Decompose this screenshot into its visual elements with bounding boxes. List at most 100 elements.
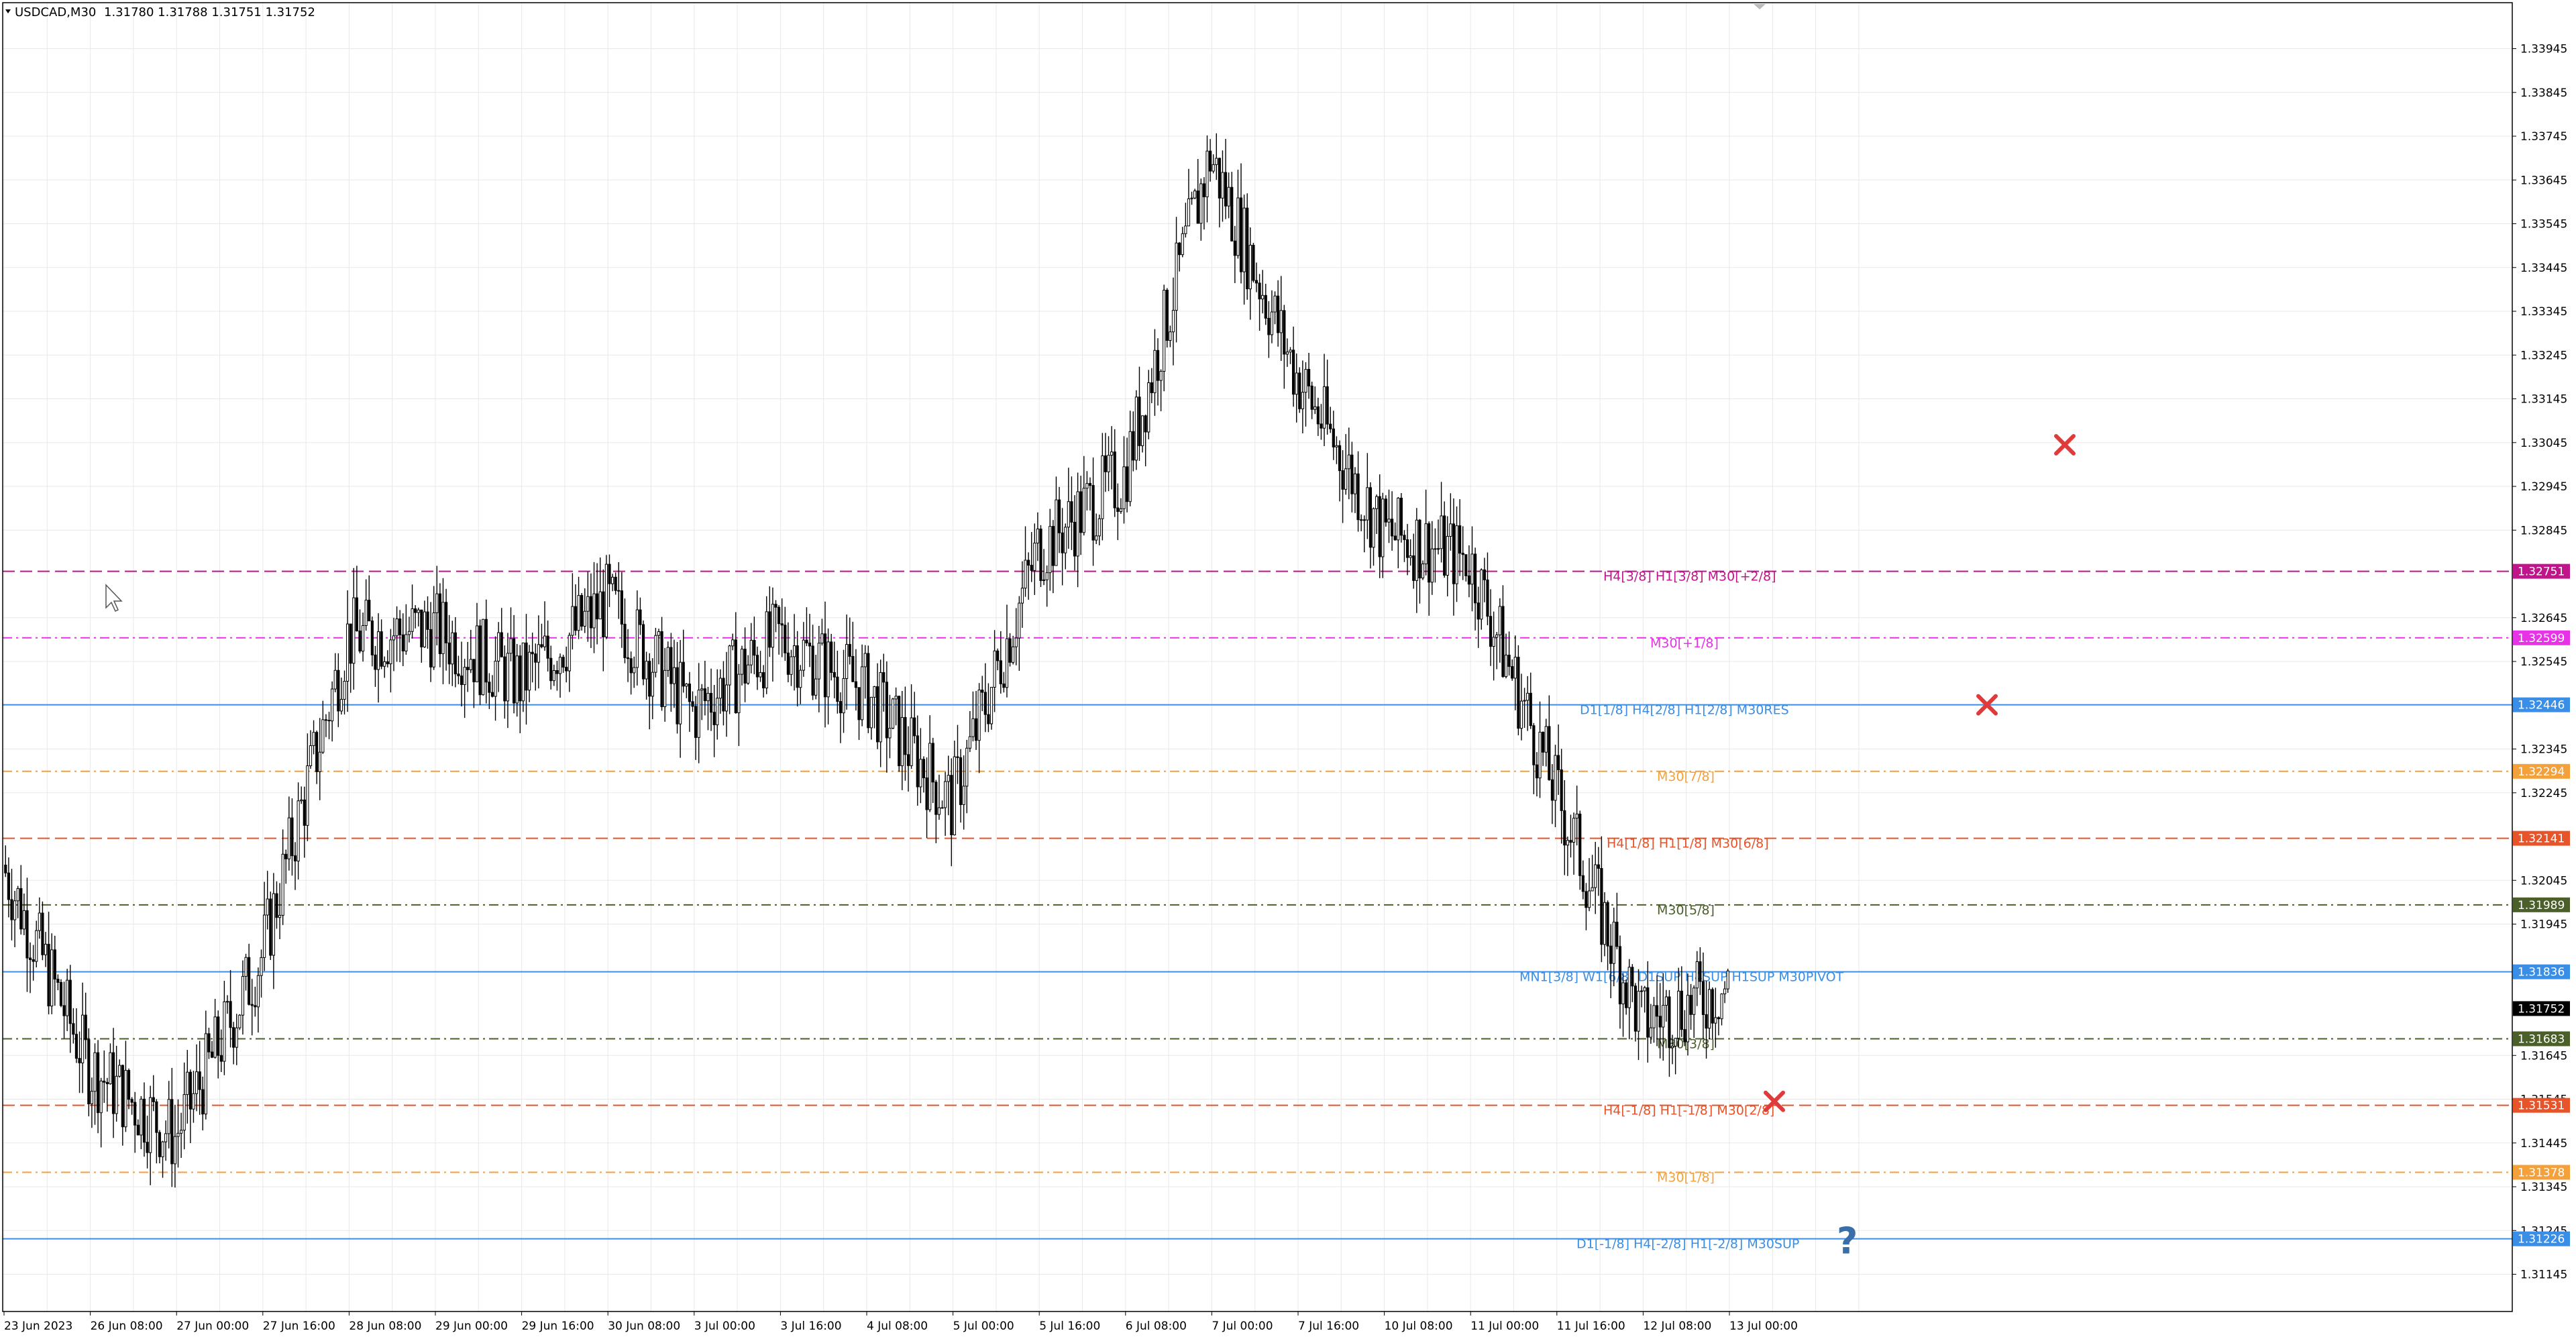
candle-body xyxy=(968,736,971,749)
y-tick-label: 1.32945 xyxy=(2520,480,2567,494)
price-tag xyxy=(2513,1165,2570,1180)
candle-body xyxy=(679,661,682,725)
scroll-indicator-icon[interactable] xyxy=(1754,4,1766,9)
candle-body xyxy=(41,912,44,955)
candle-body xyxy=(734,639,737,714)
candle-body xyxy=(1045,572,1049,580)
candle-body xyxy=(500,632,503,657)
candle-body xyxy=(1005,638,1009,688)
candle-body xyxy=(1097,518,1101,537)
candle-body xyxy=(482,619,485,696)
candle-body xyxy=(1387,519,1391,523)
x-tick-label: 29 Jun 16:00 xyxy=(522,1320,594,1333)
candle-body xyxy=(1283,310,1286,355)
candle-body xyxy=(1600,867,1603,945)
price-series xyxy=(4,133,1729,1188)
candle-body xyxy=(256,975,260,1008)
candle-body xyxy=(875,686,879,743)
candle-body xyxy=(149,1097,152,1153)
candle-body xyxy=(1372,508,1375,548)
candle-body xyxy=(1187,198,1191,227)
candle-body xyxy=(1279,310,1283,333)
candle-body xyxy=(414,608,417,613)
candle-body xyxy=(826,641,830,698)
candle-body xyxy=(66,979,69,1016)
candle-body xyxy=(1332,428,1335,447)
candle-body xyxy=(1473,553,1477,604)
candle-body xyxy=(1159,371,1163,381)
candle-body xyxy=(358,631,362,652)
candle-body xyxy=(1507,654,1511,667)
candle-body xyxy=(204,1033,207,1115)
x-tick-label: 29 Jun 00:00 xyxy=(435,1320,508,1333)
candle-body xyxy=(1239,197,1243,272)
candle-body xyxy=(1156,350,1160,381)
candle-body xyxy=(598,591,602,620)
candle-body xyxy=(1381,498,1385,557)
candle-body xyxy=(115,1075,118,1114)
candle-body xyxy=(796,645,799,688)
candle-body xyxy=(1082,488,1085,533)
candle-body xyxy=(1018,602,1021,639)
candle-body xyxy=(771,604,775,648)
candle-body xyxy=(558,657,562,674)
candle-body xyxy=(1316,406,1320,425)
candle-body xyxy=(731,639,735,647)
candle-body xyxy=(519,655,522,702)
candle-body xyxy=(1165,290,1169,341)
candle-body xyxy=(774,604,777,608)
candle-body xyxy=(1113,451,1116,508)
candle-body xyxy=(755,655,759,678)
candle-body xyxy=(158,1132,162,1157)
y-tick-label: 1.31445 xyxy=(2520,1137,2567,1150)
price-tag-label: 1.31378 xyxy=(2518,1167,2565,1180)
candle-body xyxy=(4,864,7,873)
candle-body xyxy=(1699,961,1702,982)
candle-body xyxy=(1132,431,1135,461)
candle-body xyxy=(423,611,427,647)
candle-body xyxy=(904,716,907,755)
candle-body xyxy=(355,597,358,632)
candle-body xyxy=(1366,487,1369,521)
candle-body xyxy=(457,674,460,677)
candle-body xyxy=(1209,150,1212,172)
candle-body xyxy=(1523,700,1526,702)
candle-body xyxy=(213,1016,217,1058)
price-tag xyxy=(2513,1231,2570,1246)
x-tick-label: 5 Jul 16:00 xyxy=(1039,1320,1100,1333)
candle-body xyxy=(1144,415,1147,433)
chart-header: USDCAD,M30 1.31780 1.31788 1.31751 1.317… xyxy=(5,5,315,19)
candle-body xyxy=(1535,764,1539,779)
candle-body xyxy=(561,657,565,668)
candle-body xyxy=(543,635,547,647)
candle-body xyxy=(910,717,913,766)
candle-body xyxy=(888,727,892,739)
symbol-info: USDCAD,M30 xyxy=(15,5,96,19)
candle-body xyxy=(937,807,941,815)
candle-body xyxy=(35,930,38,962)
candle-body xyxy=(1569,840,1572,843)
candle-body xyxy=(1701,981,1705,1015)
candle-body xyxy=(398,618,402,635)
candle-body xyxy=(315,732,319,772)
candle-body xyxy=(959,757,963,805)
candle-body xyxy=(842,678,845,714)
level-label: H4[-1/8] H1[-1/8] M30[2/8] xyxy=(1603,1104,1774,1118)
candle-body xyxy=(861,666,864,720)
candle-body xyxy=(182,1094,186,1131)
collapse-triangle-icon[interactable] xyxy=(5,9,11,13)
price-tag-label: 1.32751 xyxy=(2518,566,2565,579)
candle-body xyxy=(1079,491,1083,533)
candle-body xyxy=(614,576,617,591)
candle-body xyxy=(1458,525,1462,554)
candle-body xyxy=(1125,466,1129,502)
candle-body xyxy=(447,642,451,665)
candle-body xyxy=(1578,813,1582,876)
candle-body xyxy=(331,688,334,722)
candle-body xyxy=(1033,543,1036,571)
x-tick-label: 27 Jun 00:00 xyxy=(176,1320,249,1333)
price-tag-label: 1.31531 xyxy=(2518,1100,2565,1113)
candle-body xyxy=(1594,864,1597,888)
